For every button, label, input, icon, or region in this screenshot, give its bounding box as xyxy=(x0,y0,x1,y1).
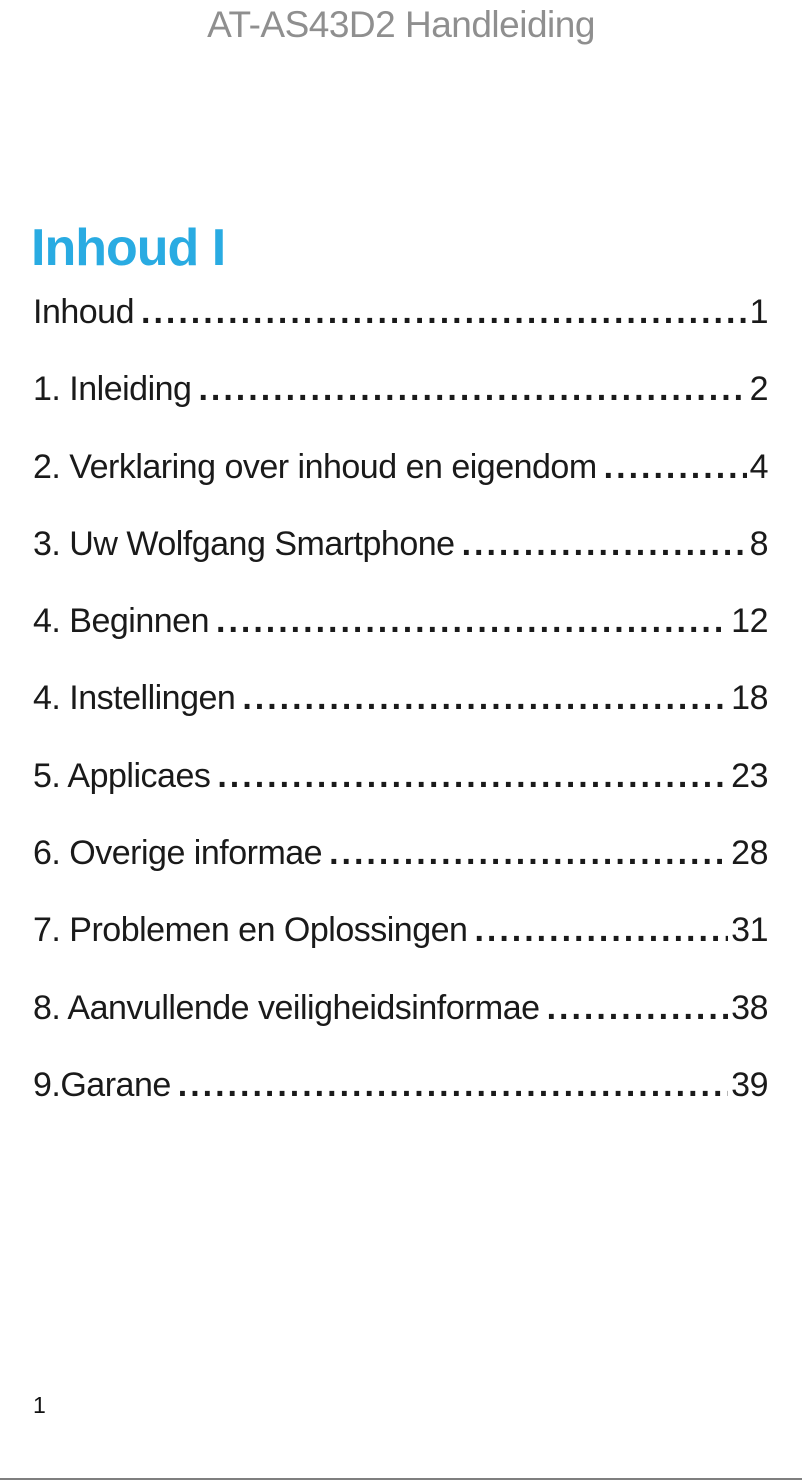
toc-entry: 9.Garane 39 xyxy=(33,1066,768,1143)
toc-list: Inhoud 1 1. Inleiding 2 2. Verklaring ov… xyxy=(33,293,769,1143)
toc-entry: 6. Overige informae 28 xyxy=(33,834,768,911)
toc-entry-dot-leader xyxy=(604,448,747,487)
toc-entry-dot-leader xyxy=(547,989,729,1028)
toc-entry-dot-leader xyxy=(141,293,747,332)
toc-entry: 8. Aanvullende veiligheidsinformae 38 xyxy=(33,989,768,1066)
toc-entry-page: 4 xyxy=(749,447,769,486)
toc-entry-dot-leader xyxy=(216,602,728,641)
toc-entry-label: 9.Garane xyxy=(33,1065,171,1104)
toc-entry-label: 4. Beginnen xyxy=(33,602,210,641)
toc-entry-label: Inhoud xyxy=(33,293,135,331)
toc-entry-label: 8. Aanvullende veiligheidsinformae xyxy=(33,988,540,1027)
toc-entry-page: 31 xyxy=(731,911,768,950)
toc-entry-page: 18 xyxy=(731,679,768,718)
toc-entry-label: 2. Verklaring over inhoud en eigendom xyxy=(33,447,597,486)
toc-entry-page: 2 xyxy=(749,370,769,409)
toc-entry-page: 39 xyxy=(731,1065,768,1104)
toc-entry: Inhoud 1 xyxy=(33,293,769,370)
toc-entry-label: 1. Inleiding xyxy=(33,370,192,409)
toc-entry-dot-leader xyxy=(198,370,746,409)
toc-entry-label: 4. Instellingen xyxy=(33,679,236,718)
toc-entry-label: 7. Problemen en Oplossingen xyxy=(33,911,468,950)
toc-entry: 2. Verklaring over inhoud en eigendom 4 xyxy=(33,447,769,525)
toc-entry: 7. Problemen en Oplossingen 31 xyxy=(33,911,768,988)
toc-heading: Inhoud I xyxy=(31,219,226,277)
toc-entry-dot-leader xyxy=(178,1066,728,1105)
toc-entry-dot-leader xyxy=(217,757,728,796)
toc-entry-label: 5. Applicaes xyxy=(33,756,211,795)
toc-entry-page: 28 xyxy=(731,834,768,873)
toc-entry-dot-leader xyxy=(242,679,728,718)
toc-entry-label: 6. Overige informae xyxy=(33,834,323,873)
toc-entry: 5. Applicaes 23 xyxy=(33,757,768,834)
document-header-title: AT-AS43D2 Handleiding xyxy=(207,4,595,45)
toc-entry-page: 23 xyxy=(731,756,768,795)
page-number: 1 xyxy=(33,1392,46,1418)
bottom-divider xyxy=(0,1478,802,1480)
toc-entry-page: 1 xyxy=(749,293,769,331)
toc-entry-page: 38 xyxy=(731,988,768,1027)
toc-entry: 4. Instellingen 18 xyxy=(33,679,768,756)
toc-entry-page: 12 xyxy=(731,602,768,641)
toc-entry-dot-leader xyxy=(462,525,747,564)
toc-entry: 1. Inleiding 2 xyxy=(33,370,769,447)
toc-entry-label: 3. Uw Wolfgang Smartphone xyxy=(33,524,455,563)
toc-entry: 4. Beginnen 12 xyxy=(33,602,768,679)
toc-entry-dot-leader xyxy=(329,834,728,873)
toc-entry-page: 8 xyxy=(749,524,769,563)
toc-entry: 3. Uw Wolfgang Smartphone 8 xyxy=(33,524,769,602)
toc-entry-dot-leader xyxy=(474,911,728,950)
